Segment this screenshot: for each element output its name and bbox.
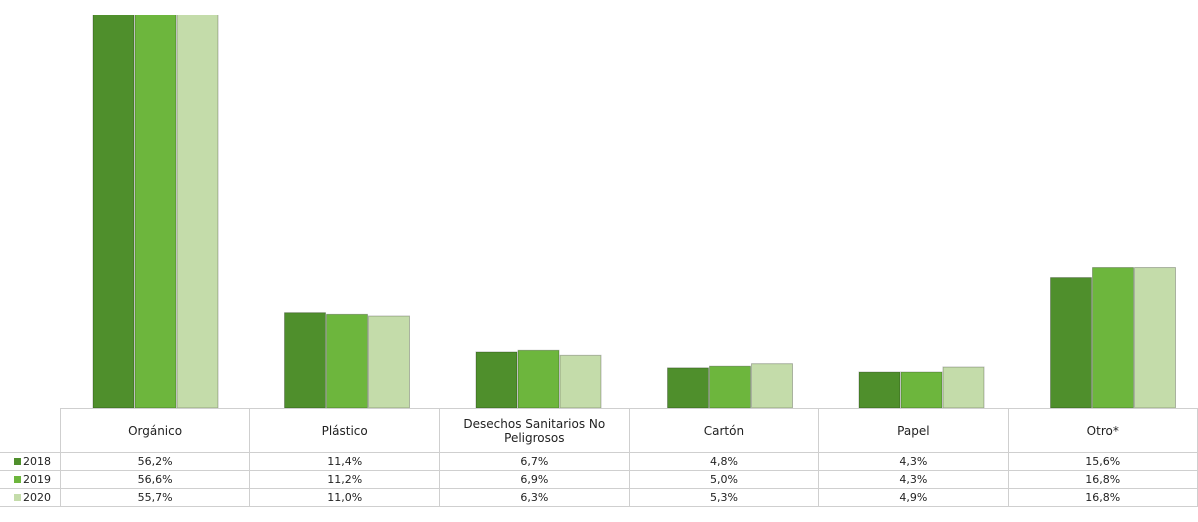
value-label: 6,7% — [438, 452, 630, 471]
legend-label: 2019 — [23, 473, 51, 486]
category-label: Papel — [818, 408, 1009, 453]
value-label: 5,3% — [628, 488, 820, 507]
series-row: 2019 56,6% 11,2% 6,9% 5,0% 4,3% 16,8% — [0, 470, 1198, 489]
bar — [709, 365, 751, 408]
legend-swatch — [14, 476, 21, 483]
legend-entry: 2019 — [0, 470, 61, 489]
category-label: Plástico — [249, 408, 440, 453]
value-label: 16,8% — [1007, 488, 1198, 507]
bar — [475, 351, 518, 408]
value-label: 6,9% — [438, 470, 630, 489]
legend-label: 2020 — [23, 491, 51, 504]
data-table: Orgánico Plástico Desechos Sanitarios No P… — [0, 408, 1198, 507]
chart — [92, 15, 1176, 408]
category-label: Desechos Sanitarios No Peligrosos — [438, 408, 630, 453]
value-label: 15,6% — [1007, 452, 1198, 471]
header-row: Orgánico Plástico Desechos Sanitarios No P… — [0, 408, 1198, 453]
value-label: 5,0% — [628, 470, 820, 489]
value-label: 16,8% — [1007, 470, 1198, 489]
bar — [559, 354, 602, 408]
bar — [326, 313, 368, 408]
bar — [942, 366, 985, 408]
value-label: 56,6% — [59, 470, 251, 489]
value-label: 4,9% — [818, 488, 1009, 507]
bar — [858, 371, 901, 408]
bar — [751, 363, 793, 408]
bar — [667, 367, 709, 408]
bar — [517, 349, 560, 408]
bar — [284, 312, 326, 408]
corner — [0, 408, 61, 453]
bar — [1134, 267, 1176, 408]
value-label: 55,7% — [59, 488, 251, 507]
legend-swatch — [14, 494, 21, 501]
legend-swatch — [14, 458, 21, 465]
value-label: 11,2% — [249, 470, 440, 489]
legend-entry: 2018 — [0, 452, 61, 471]
legend-label: 2018 — [23, 455, 51, 468]
series-row: 2018 56,2% 11,4% 6,7% 4,8% 4,3% 15,6% — [0, 452, 1198, 471]
legend-entry: 2020 — [0, 488, 61, 507]
bar — [1050, 277, 1092, 408]
value-label: 11,4% — [249, 452, 440, 471]
value-label: 4,3% — [818, 470, 1009, 489]
value-label: 11,0% — [249, 488, 440, 507]
value-label: 6,3% — [438, 488, 630, 507]
value-label: 4,8% — [628, 452, 820, 471]
bar — [134, 15, 177, 408]
bar — [92, 15, 135, 408]
bars — [92, 15, 1176, 408]
bar — [176, 15, 219, 408]
value-label: 4,3% — [818, 452, 1009, 471]
category-label: Otro* — [1007, 408, 1198, 453]
category-label: Orgánico — [59, 408, 251, 453]
series-row: 2020 55,7% 11,0% 6,3% 5,3% 4,9% 16,8% — [0, 488, 1198, 507]
bar — [1092, 267, 1134, 408]
bar — [900, 371, 943, 408]
value-label: 56,2% — [59, 452, 251, 471]
category-label: Cartón — [628, 408, 820, 453]
bar — [368, 315, 410, 408]
